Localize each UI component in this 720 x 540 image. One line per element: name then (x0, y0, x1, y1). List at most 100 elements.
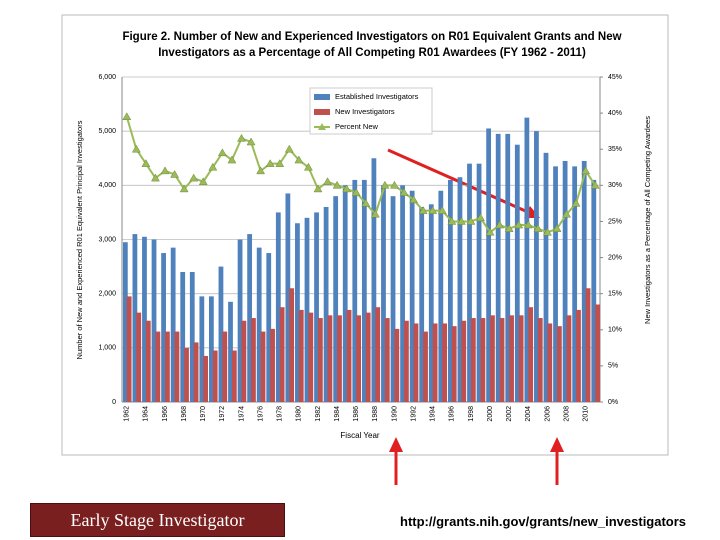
bar (184, 347, 189, 402)
bar (122, 242, 128, 402)
bar (576, 309, 581, 402)
marker (208, 162, 218, 171)
bar (222, 331, 228, 402)
marker (303, 162, 313, 171)
bar (447, 179, 453, 402)
bar (333, 196, 339, 402)
bar (241, 320, 247, 402)
marker (122, 112, 132, 120)
bar (247, 234, 253, 402)
bar (514, 144, 520, 403)
bar (495, 133, 501, 402)
y-tick-label: 5,000 (98, 128, 116, 135)
bar (461, 320, 467, 402)
bar (413, 323, 419, 402)
x-tick-label: 2002 (506, 406, 513, 422)
legend-swatch (318, 123, 326, 130)
bar (556, 326, 562, 402)
marker (456, 216, 466, 225)
bar (572, 166, 578, 402)
bar (457, 177, 463, 402)
x-tick-label: 1980 (296, 406, 303, 422)
bar (470, 318, 476, 402)
bar (151, 239, 157, 402)
bar (467, 163, 472, 402)
y-tick-label: 6,000 (98, 74, 116, 81)
marker (409, 195, 419, 204)
y2-axis-label: New Investigators as a Percentage of All… (643, 116, 652, 324)
x-tick-label: 2010 (583, 406, 590, 422)
bar (352, 179, 358, 402)
y2-tick-label: 20% (608, 254, 622, 261)
bar (419, 207, 425, 402)
marker (590, 180, 600, 189)
x-tick-label: 1998 (468, 406, 475, 422)
marker (370, 209, 380, 218)
bar (371, 158, 377, 402)
x-tick-label: 1986 (353, 406, 360, 422)
marker (495, 220, 505, 229)
marker (514, 220, 524, 229)
marker (485, 227, 495, 236)
x-tick-label: 1996 (449, 406, 456, 422)
bar (404, 320, 409, 402)
bar (581, 160, 587, 402)
y2-tick-label: 5% (608, 363, 618, 370)
marker (399, 188, 409, 196)
marker (418, 206, 428, 214)
marker (256, 166, 266, 175)
bar (566, 315, 572, 402)
marker (447, 216, 457, 225)
chart-title: Investigators as a Percentage of All Com… (158, 47, 586, 59)
bar (208, 296, 214, 402)
bar (155, 331, 161, 402)
bar (285, 193, 291, 402)
marker (313, 184, 323, 193)
bar (298, 309, 304, 402)
x-tick-label: 1984 (334, 406, 341, 422)
bar (409, 190, 415, 402)
marker (542, 227, 552, 236)
bar (308, 312, 314, 402)
bar (189, 272, 195, 402)
marker (523, 220, 533, 229)
bar (161, 253, 166, 402)
bar (505, 133, 511, 402)
bar (132, 234, 138, 402)
marker (323, 177, 332, 185)
bar (524, 117, 530, 402)
bar (218, 266, 224, 402)
bar (266, 253, 272, 402)
bar (534, 131, 539, 402)
bar (314, 212, 319, 402)
bar (451, 326, 457, 402)
marker (342, 184, 352, 193)
bar (537, 318, 543, 402)
bar (509, 315, 514, 402)
marker (170, 169, 180, 178)
marker (351, 188, 361, 196)
bar (543, 152, 549, 402)
x-axis-label: Fiscal Year (340, 431, 379, 440)
marker (160, 166, 170, 175)
bar (400, 185, 405, 402)
y-tick-label: 0 (112, 399, 116, 406)
bar (476, 163, 482, 402)
bar (390, 196, 396, 402)
bar (212, 350, 218, 402)
marker (533, 224, 543, 232)
y-tick-label: 1,000 (98, 345, 116, 352)
bar (142, 236, 147, 402)
x-tick-label: 1982 (315, 406, 322, 422)
bar (203, 355, 209, 402)
marker (466, 216, 476, 225)
x-tick-label: 1976 (257, 406, 264, 422)
y2-tick-label: 35% (608, 146, 622, 153)
legend-swatch (314, 109, 330, 115)
marker (198, 177, 208, 185)
bar (499, 318, 505, 402)
marker (332, 180, 342, 189)
y-tick-label: 3,000 (98, 236, 116, 243)
marker (227, 155, 237, 164)
marker (275, 159, 285, 167)
